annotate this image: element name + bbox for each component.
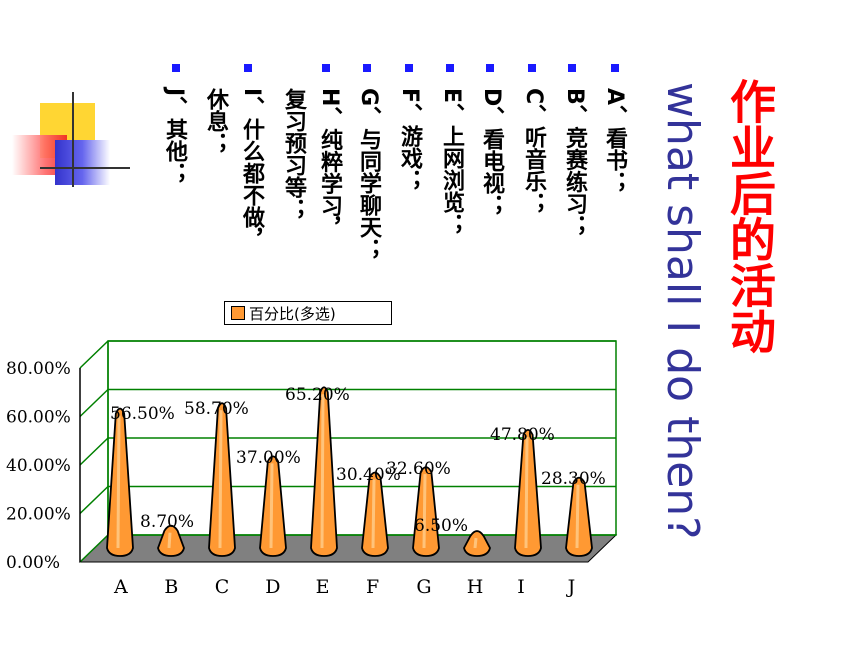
data-label: 28.30% [541, 469, 606, 489]
bar-H [463, 530, 491, 557]
bullet-icon [363, 64, 371, 72]
data-label: 47.80% [490, 425, 555, 445]
bullet-icon [528, 64, 536, 72]
x-tick-label: G [416, 576, 431, 598]
y-tick-label: 60.00% [6, 408, 71, 428]
bar-D [259, 455, 287, 557]
x-tick-label: J [566, 576, 576, 598]
option-text: D、看电视； [479, 88, 504, 217]
bar-B [157, 524, 185, 557]
data-label: 30.40% [336, 465, 401, 485]
gridline-side [79, 340, 109, 369]
x-tick-label: D [265, 576, 280, 598]
data-label: 32.60% [386, 459, 451, 479]
data-label: 8.70% [140, 512, 194, 532]
gridline-side [79, 437, 109, 466]
gridline-side [79, 534, 109, 563]
legend-label: 百分比(多选) [249, 304, 336, 323]
data-label: 65.20% [285, 385, 350, 405]
bar-G [412, 466, 440, 557]
y-tick-label: 0.00% [6, 553, 60, 573]
bullet-icon [568, 64, 576, 72]
x-tick-label: B [164, 576, 178, 598]
x-tick-label: F [366, 576, 379, 598]
bar-E [310, 386, 338, 557]
option-text: A、看书； [602, 88, 627, 194]
x-tick-label: H [467, 576, 484, 598]
option-text: I、什么都不做， [239, 88, 264, 251]
option-text: J、其他； [162, 88, 187, 185]
bullet-icon [486, 64, 494, 72]
bar-C [208, 402, 236, 557]
deco-vertical-line [72, 92, 74, 187]
bullet-icon [322, 64, 330, 72]
bullet-icon [446, 64, 454, 72]
deco-blue-square [55, 140, 110, 185]
data-label: 56.50% [110, 404, 175, 424]
x-tick-label: A [113, 576, 128, 598]
x-tick-label: C [215, 576, 230, 598]
option-text: 休息； [203, 88, 228, 154]
x-tick-label: E [316, 576, 330, 598]
chart-legend: 百分比(多选) [224, 301, 392, 325]
y-tick-label: 40.00% [6, 456, 71, 476]
legend-swatch [231, 306, 245, 320]
y-tick-label: 20.00% [6, 505, 71, 525]
bullet-icon [244, 64, 252, 72]
data-label: 58.70% [184, 399, 249, 419]
y-tick-label: 80.00% [6, 359, 71, 379]
data-label: 37.00% [236, 448, 301, 468]
bullet-icon [172, 64, 180, 72]
data-label: 6.50% [414, 516, 468, 536]
option-text: C、听音乐； [521, 88, 546, 215]
bullet-icon [405, 64, 413, 72]
option-text: E、上网浏览； [439, 88, 464, 236]
option-text: B、竞赛练习； [562, 88, 587, 237]
option-text: G、与同学聊天； [356, 88, 381, 261]
page-title: 作业后的活动 [723, 78, 777, 354]
x-tick-label: I [517, 576, 525, 598]
bar-I [514, 429, 542, 557]
bar-J [565, 476, 593, 557]
deco-horizontal-line [40, 167, 130, 169]
page-subtitle: what shall I do then? [657, 82, 708, 540]
bar-A [106, 407, 134, 557]
gridline-side [79, 388, 109, 418]
bullet-icon [611, 64, 619, 72]
bar-F [361, 471, 389, 557]
chart-floor [78, 534, 618, 563]
option-text: 复习预习等； [281, 88, 306, 220]
option-text: F、游戏； [397, 88, 422, 192]
option-text: H、纯粹学习， [317, 88, 342, 239]
gridline-side [79, 485, 109, 515]
chart-back-wall [107, 340, 617, 536]
